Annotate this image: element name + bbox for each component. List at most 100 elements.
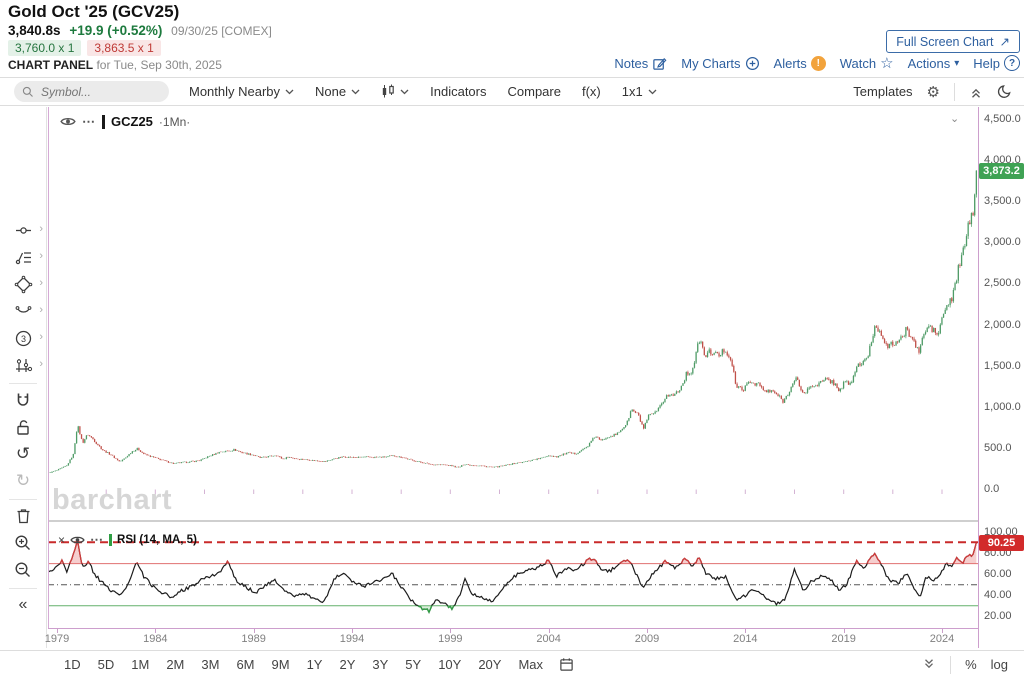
settings-gear-icon[interactable]: ⚙ (926, 83, 940, 101)
my-charts-link[interactable]: My Charts (681, 56, 759, 71)
range-button-3m[interactable]: 3M (201, 657, 220, 672)
rsi-color-bar (109, 533, 113, 546)
rsi-value-badge: 90.25 (979, 535, 1024, 551)
magnet-tool[interactable] (6, 389, 40, 411)
arc-tool[interactable]: › (6, 300, 43, 322)
frequency-dropdown[interactable]: Monthly Nearby (189, 84, 294, 99)
tools-dropdown[interactable]: None (315, 84, 360, 99)
zoom-in-tool[interactable] (6, 532, 40, 554)
dark-mode-moon-icon[interactable] (997, 84, 1012, 99)
range-button-20y[interactable]: 20Y (478, 657, 502, 672)
price-axis[interactable] (978, 107, 1024, 648)
trendline-tool[interactable]: › (6, 219, 43, 241)
help-link[interactable]: Help ? (973, 55, 1020, 71)
range-button-5d[interactable]: 5D (97, 657, 115, 672)
rsi-tick-label: 40.00 (984, 589, 1012, 602)
date-tick-label: 2009 (634, 633, 660, 645)
svg-text:3: 3 (20, 333, 25, 343)
date-tick-label: 1984 (143, 633, 168, 645)
my-charts-label: My Charts (681, 55, 741, 71)
range-button-1m[interactable]: 1M (131, 657, 150, 672)
compare-label: Compare (507, 84, 561, 99)
templates-button[interactable]: Templates (853, 84, 912, 99)
range-button-1d[interactable]: 1D (64, 657, 81, 672)
plot-bottom-border (48, 628, 979, 629)
rsi-line-oversold (416, 605, 777, 614)
redo-tool[interactable]: ↻ (15, 471, 31, 490)
legend-collapse-icon[interactable]: ⌄ (950, 113, 960, 125)
last-price: 3,840.8s (8, 23, 61, 38)
annotation-tool[interactable]: › (6, 246, 43, 268)
panel-splitter[interactable] (48, 520, 978, 522)
star-icon: ☆ (880, 54, 894, 72)
rsi-line-overbought (59, 542, 978, 564)
sliders-tool[interactable]: › (6, 354, 43, 376)
quote-row: 3,840.8s +19.9 (+0.52%) 09/30/25 [COMEX] (8, 23, 272, 38)
range-button-3y[interactable]: 3Y (372, 657, 389, 672)
search-input[interactable] (39, 83, 153, 100)
range-button-10y[interactable]: 10Y (438, 657, 462, 672)
date-tick-label: 1999 (438, 633, 463, 645)
eye-icon[interactable] (70, 535, 85, 545)
sidebar-divider (9, 499, 37, 500)
rsi-label: RSI (14, MA, 5) (117, 533, 197, 546)
price-tick-label: 0.0 (984, 483, 1000, 495)
zoom-out-tool[interactable] (6, 559, 40, 581)
rsi-chart-canvas[interactable] (48, 524, 978, 628)
price-tick-label: 3,000.0 (984, 236, 1021, 249)
date-tick-label: 1994 (339, 633, 365, 645)
trash-tool[interactable] (6, 505, 40, 527)
eye-icon[interactable] (60, 116, 76, 127)
wave3-tool[interactable]: 3 › (6, 327, 43, 349)
rsi-close-icon[interactable]: × (58, 532, 66, 547)
plot-left-border (48, 107, 49, 629)
notes-label: Notes (614, 55, 649, 71)
price-tick-label: 4,500.0 (984, 113, 1021, 125)
price-tick-label: 500.0 (984, 441, 1012, 454)
collapse-left-tool[interactable]: « (18, 596, 28, 613)
range-button-2y[interactable]: 2Y (339, 657, 356, 672)
date-tick (450, 629, 452, 633)
notes-link[interactable]: Notes (614, 56, 667, 71)
sidebar-divider (9, 588, 37, 589)
collapse-up-icon[interactable] (969, 85, 983, 99)
log-scale-button[interactable]: log (990, 657, 1008, 672)
fx-label: f(x) (581, 84, 601, 99)
legend-menu-icon[interactable]: ⋯ (82, 114, 96, 129)
calendar-icon[interactable] (559, 657, 574, 672)
actions-label: Actions (907, 55, 951, 71)
range-button-5y[interactable]: 5Y (405, 657, 422, 672)
candle-wicks-down (79, 211, 974, 468)
indicators-button[interactable]: Indicators (430, 84, 486, 99)
undo-tool[interactable]: ↺ (15, 444, 31, 463)
symbol-search[interactable] (14, 81, 169, 102)
rsi-overbought-fill (48, 542, 977, 564)
watch-link[interactable]: Watch ☆ (840, 56, 894, 71)
actions-menu[interactable]: Actions ▾ (908, 56, 960, 71)
search-icon (22, 86, 33, 97)
percent-scale-button[interactable]: % (965, 657, 977, 672)
watch-label: Watch (839, 55, 877, 71)
compare-button[interactable]: Compare (508, 84, 561, 99)
collapse-down-icon[interactable] (922, 658, 936, 672)
price-chart-canvas[interactable] (48, 107, 978, 520)
chart-type-dropdown[interactable] (381, 84, 409, 99)
full-screen-chart-button[interactable]: Full Screen Chart ↗ (886, 30, 1020, 53)
grid-layout-dropdown[interactable]: 1x1 (622, 84, 657, 99)
date-tick (253, 629, 255, 633)
unlock-tool[interactable] (6, 416, 40, 438)
fx-button[interactable]: f(x) (582, 84, 601, 99)
range-button-6m[interactable]: 6M (236, 657, 255, 672)
range-button-max[interactable]: Max (518, 657, 544, 672)
price-tick-label: 1,500.0 (984, 359, 1021, 372)
rsi-menu-icon[interactable]: ⋯ (90, 532, 105, 547)
shapes-tool[interactable]: › (6, 273, 43, 295)
range-button-2m[interactable]: 2M (166, 657, 185, 672)
question-circle-icon: ? (1004, 55, 1020, 71)
price-tick-label: 2,500.0 (984, 277, 1021, 290)
drawing-tools-sidebar: › › › › 3 › › ↺ ↻ « (0, 107, 47, 648)
alerts-link[interactable]: Alerts ! (774, 55, 826, 71)
date-tick (745, 629, 747, 633)
range-button-9m[interactable]: 9M (271, 657, 290, 672)
range-button-1y[interactable]: 1Y (306, 657, 323, 672)
